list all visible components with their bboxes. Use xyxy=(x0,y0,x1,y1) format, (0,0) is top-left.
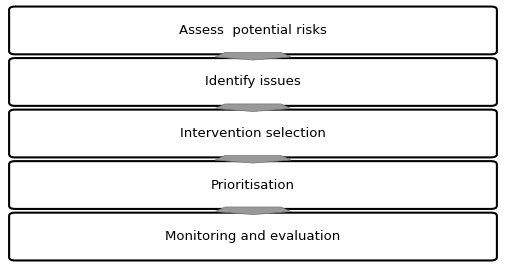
Text: Identify issues: Identify issues xyxy=(205,76,300,88)
FancyBboxPatch shape xyxy=(9,58,496,106)
Polygon shape xyxy=(215,155,290,163)
FancyBboxPatch shape xyxy=(9,6,496,54)
Text: Assess  potential risks: Assess potential risks xyxy=(179,24,326,37)
Text: Prioritisation: Prioritisation xyxy=(211,179,294,191)
FancyBboxPatch shape xyxy=(9,213,496,261)
Text: Intervention selection: Intervention selection xyxy=(180,127,325,140)
Text: Monitoring and evaluation: Monitoring and evaluation xyxy=(165,230,340,243)
Polygon shape xyxy=(215,207,290,215)
FancyBboxPatch shape xyxy=(9,161,496,209)
Polygon shape xyxy=(215,52,290,60)
Polygon shape xyxy=(215,104,290,112)
FancyBboxPatch shape xyxy=(9,110,496,158)
